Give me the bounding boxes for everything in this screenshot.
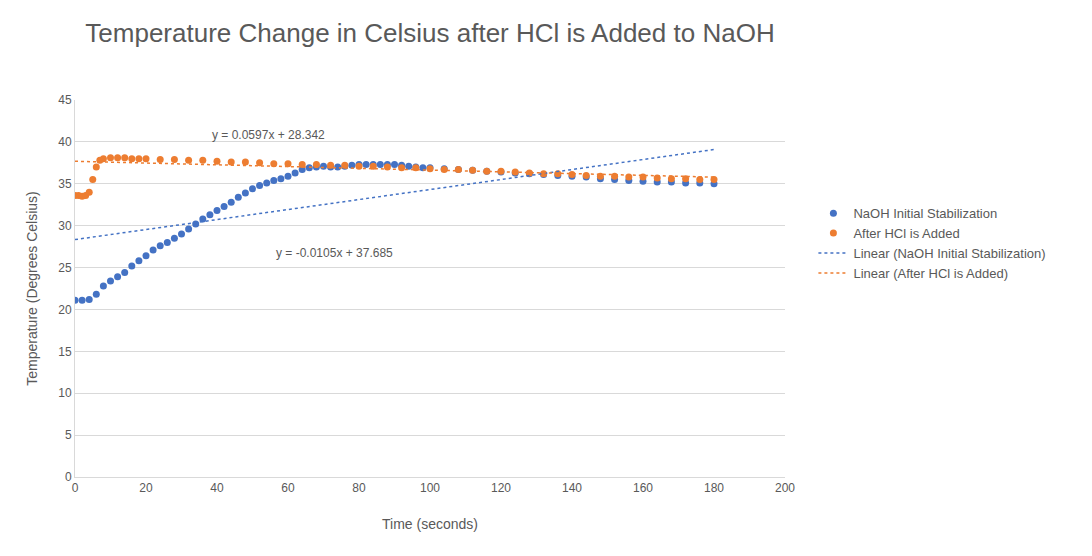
svg-text:25: 25 xyxy=(58,261,72,275)
svg-text:35: 35 xyxy=(58,177,72,191)
svg-text:NaOH Initial Stabilization: NaOH Initial Stabilization xyxy=(853,206,997,221)
svg-text:80: 80 xyxy=(352,481,366,495)
svg-text:Linear (NaOH Initial Stabiliza: Linear (NaOH Initial Stabilization) xyxy=(853,246,1045,261)
svg-text:Temperature (Degrees Celsius): Temperature (Degrees Celsius) xyxy=(24,191,40,386)
svg-text:Time (seconds): Time (seconds) xyxy=(382,516,478,532)
svg-text:Temperature Change in Celsius: Temperature Change in Celsius after HCl … xyxy=(85,18,774,48)
svg-text:15: 15 xyxy=(58,345,72,359)
svg-text:120: 120 xyxy=(491,481,511,495)
svg-text:100: 100 xyxy=(420,481,440,495)
svg-text:20: 20 xyxy=(139,481,153,495)
svg-text:200: 200 xyxy=(775,481,795,495)
svg-text:5: 5 xyxy=(65,428,72,442)
svg-text:0: 0 xyxy=(72,481,79,495)
svg-text:180: 180 xyxy=(704,481,724,495)
svg-text:0: 0 xyxy=(65,470,72,484)
svg-text:y = 0.0597x + 28.342: y = 0.0597x + 28.342 xyxy=(212,128,325,142)
svg-text:40: 40 xyxy=(58,135,72,149)
svg-text:45: 45 xyxy=(58,93,72,107)
svg-text:40: 40 xyxy=(210,481,224,495)
svg-text:20: 20 xyxy=(58,303,72,317)
svg-text:30: 30 xyxy=(58,219,72,233)
svg-text:y = -0.0105x + 37.685: y = -0.0105x + 37.685 xyxy=(276,246,393,260)
svg-text:60: 60 xyxy=(281,481,295,495)
svg-text:Linear (After HCl is Added): Linear (After HCl is Added) xyxy=(853,266,1008,281)
svg-text:10: 10 xyxy=(58,386,72,400)
svg-text:160: 160 xyxy=(633,481,653,495)
svg-text:140: 140 xyxy=(562,481,582,495)
svg-text:After HCl is Added: After HCl is Added xyxy=(853,226,959,241)
